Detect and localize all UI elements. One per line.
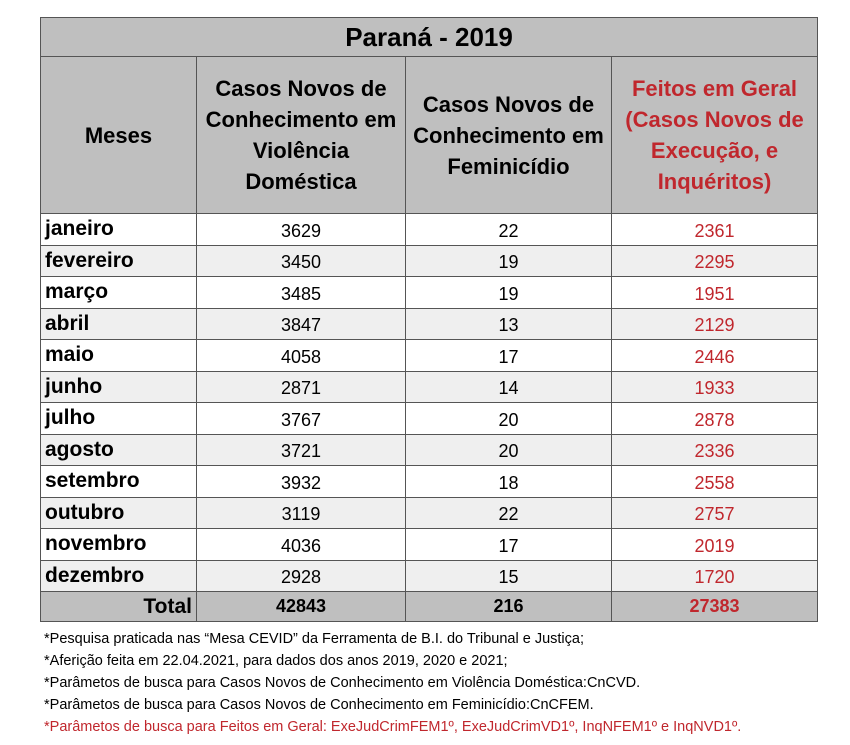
footnotes: *Pesquisa praticada nas “Mesa CEVID” da … — [44, 628, 844, 738]
table-title: Paraná - 2019 — [39, 17, 819, 57]
general-cell: 2295 — [610, 244, 819, 277]
femicide-cell: 22 — [405, 496, 612, 529]
femicide-cell: 14 — [405, 370, 612, 403]
table-row: junho 2871 14 1933 — [40, 370, 819, 403]
total-row: Total 42843 216 27383 — [40, 591, 819, 622]
violence-cell: 4036 — [196, 528, 406, 561]
header-violence: Casos Novos de Conhecimento em Violência… — [196, 56, 406, 214]
general-cell: 2446 — [610, 339, 819, 372]
table-row: setembro 3932 18 2558 — [40, 465, 819, 498]
table-row: dezembro 2928 15 1720 — [40, 559, 819, 592]
month-cell: janeiro — [40, 213, 197, 246]
total-violence: 42843 — [196, 591, 406, 622]
violence-cell: 3450 — [196, 244, 406, 277]
footnote: *Parâmetos de busca para Casos Novos de … — [44, 675, 641, 691]
header-row: Meses Casos Novos de Conhecimento em Vio… — [40, 56, 819, 214]
femicide-cell: 20 — [405, 402, 612, 435]
violence-cell: 3721 — [196, 433, 406, 466]
month-cell: março — [40, 276, 197, 309]
general-cell: 2129 — [610, 307, 819, 340]
violence-cell: 3485 — [196, 276, 406, 309]
month-cell: agosto — [40, 433, 197, 466]
violence-cell: 3119 — [196, 496, 406, 529]
femicide-cell: 13 — [405, 307, 612, 340]
header-femicide: Casos Novos de Conhecimento em Feminicíd… — [405, 56, 612, 214]
violence-cell: 3847 — [196, 307, 406, 340]
general-cell: 2361 — [610, 213, 819, 246]
footnote: *Parâmetos de busca para Casos Novos de … — [44, 697, 594, 713]
violence-cell: 4058 — [196, 339, 406, 372]
header-general: Feitos em Geral (Casos Novos de Execução… — [610, 56, 819, 214]
month-cell: setembro — [40, 465, 197, 498]
general-cell: 2878 — [610, 402, 819, 435]
general-cell: 1933 — [610, 370, 819, 403]
table-row: agosto 3721 20 2336 — [40, 433, 819, 466]
violence-cell: 3932 — [196, 465, 406, 498]
femicide-cell: 17 — [405, 528, 612, 561]
table-row: janeiro 3629 22 2361 — [40, 213, 819, 246]
month-cell: novembro — [40, 528, 197, 561]
total-label: Total — [40, 591, 197, 622]
femicide-cell: 15 — [405, 559, 612, 592]
title-row: Paraná - 2019 — [39, 17, 819, 57]
table-row: abril 3847 13 2129 — [40, 307, 819, 340]
stats-table: Paraná - 2019 Meses Casos Novos de Conhe… — [39, 17, 819, 622]
month-cell: maio — [40, 339, 197, 372]
month-cell: junho — [40, 370, 197, 403]
table-row: março 3485 19 1951 — [40, 276, 819, 309]
table-row: novembro 4036 17 2019 — [40, 528, 819, 561]
table-row: outubro 3119 22 2757 — [40, 496, 819, 529]
table-row: julho 3767 20 2878 — [40, 402, 819, 435]
total-general: 27383 — [610, 591, 819, 622]
femicide-cell: 19 — [405, 244, 612, 277]
femicide-cell: 19 — [405, 276, 612, 309]
footnote-red: *Parâmetos de busca para Feitos em Geral… — [44, 719, 742, 735]
femicide-cell: 20 — [405, 433, 612, 466]
violence-cell: 2928 — [196, 559, 406, 592]
month-cell: fevereiro — [40, 244, 197, 277]
violence-cell: 3767 — [196, 402, 406, 435]
violence-cell: 2871 — [196, 370, 406, 403]
header-months: Meses — [40, 56, 197, 214]
general-cell: 2019 — [610, 528, 819, 561]
month-cell: abril — [40, 307, 197, 340]
footnote: *Aferição feita em 22.04.2021, para dado… — [44, 653, 508, 669]
month-cell: outubro — [40, 496, 197, 529]
footnote: *Pesquisa praticada nas “Mesa CEVID” da … — [44, 631, 584, 647]
month-cell: julho — [40, 402, 197, 435]
general-cell: 2757 — [610, 496, 819, 529]
table-row: fevereiro 3450 19 2295 — [40, 244, 819, 277]
general-cell: 2558 — [610, 465, 819, 498]
general-cell: 2336 — [610, 433, 819, 466]
femicide-cell: 18 — [405, 465, 612, 498]
total-femicide: 216 — [405, 591, 612, 622]
table-body: janeiro 3629 22 2361 fevereiro 3450 19 2… — [40, 213, 819, 622]
general-cell: 1720 — [610, 559, 819, 592]
table-row: maio 4058 17 2446 — [40, 339, 819, 372]
violence-cell: 3629 — [196, 213, 406, 246]
femicide-cell: 22 — [405, 213, 612, 246]
femicide-cell: 17 — [405, 339, 612, 372]
month-cell: dezembro — [40, 559, 197, 592]
general-cell: 1951 — [610, 276, 819, 309]
